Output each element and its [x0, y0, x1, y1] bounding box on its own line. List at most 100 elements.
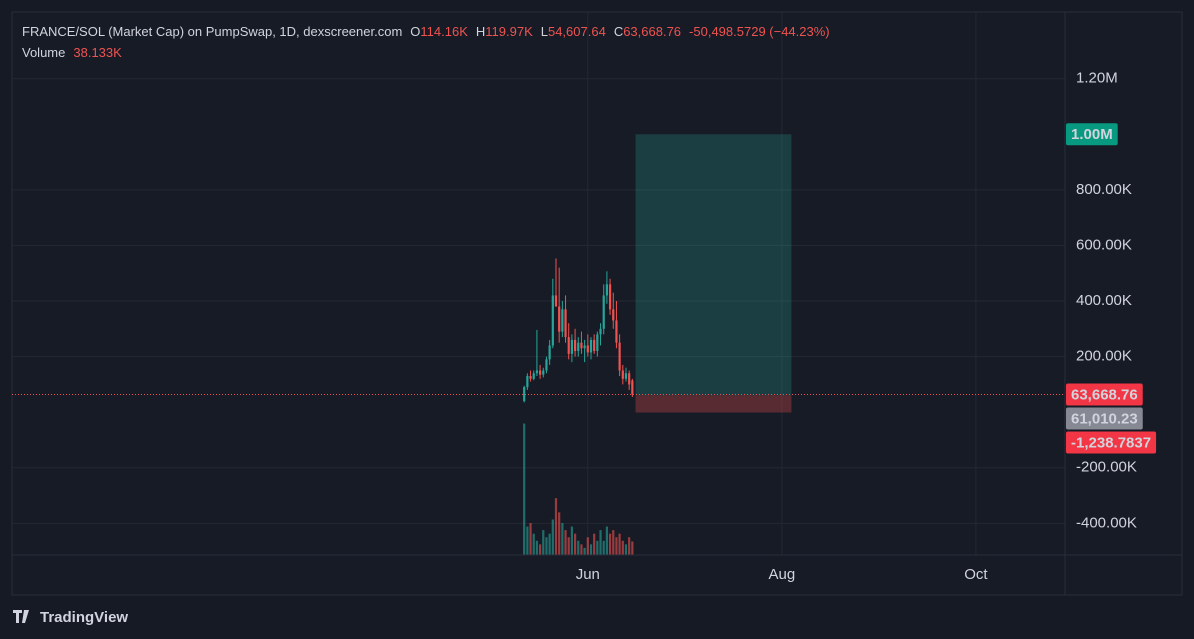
- volume-bar: [593, 533, 596, 555]
- legend-change: -50,498.5729 (−44.23%): [689, 24, 830, 39]
- volume-legend: Volume 38.133K: [22, 45, 122, 60]
- candle-body: [599, 328, 602, 335]
- y-tick-label: 600.00K: [1076, 236, 1132, 253]
- logo: TradingView: [13, 609, 128, 626]
- legend-value: 119.97K: [485, 24, 533, 39]
- volume-bar: [551, 519, 554, 555]
- candle-body: [624, 373, 628, 379]
- volume-bar: [599, 530, 602, 555]
- price-badge: -1,238.7837: [1066, 431, 1157, 454]
- chart-frame: [11, 11, 1183, 596]
- candle-body: [602, 295, 605, 329]
- x-tick-label: Aug: [769, 566, 796, 583]
- candle-body: [535, 370, 539, 374]
- candle-body: [608, 284, 612, 310]
- volume-bar: [542, 530, 545, 555]
- candle-body: [580, 342, 583, 349]
- y-tick-label: 400.00K: [1076, 292, 1132, 309]
- legend-value: 114.16K: [420, 24, 468, 39]
- volume-bar: [554, 498, 558, 555]
- volume-bar: [596, 540, 599, 555]
- candle-body: [628, 373, 631, 385]
- candle-body: [593, 339, 596, 352]
- y-tick-label: -200.00K: [1076, 459, 1137, 476]
- legend-key: H: [476, 24, 485, 39]
- candle-body: [567, 337, 570, 354]
- price-badge-box: [1066, 431, 1157, 454]
- price-badge-label: 61,010.23: [1071, 410, 1138, 427]
- volume-bar: [558, 512, 561, 555]
- legend-key: O: [410, 24, 420, 39]
- volume-bar: [567, 537, 570, 555]
- legend-key: C: [614, 24, 623, 39]
- candle-body: [605, 284, 608, 296]
- candle-body: [573, 339, 577, 352]
- volume-bar: [538, 544, 542, 555]
- brand: TradingView: [40, 609, 128, 626]
- candle-body: [583, 345, 586, 349]
- volume-bar: [583, 547, 586, 555]
- volume-bar: [621, 540, 624, 555]
- candle-body: [561, 309, 564, 332]
- candle-body: [570, 339, 574, 354]
- volume-bar: [523, 423, 526, 555]
- price-badge-label: 63,668.76: [1071, 386, 1138, 403]
- x-tick-label: Jun: [576, 566, 600, 583]
- chart-title: FRANCE/SOL (Market Cap) on PumpSwap, 1D,…: [22, 24, 402, 39]
- price-badge: 63,668.76: [1066, 383, 1143, 406]
- legend-value: 63,668.76: [623, 24, 681, 39]
- volume-bar: [624, 544, 628, 555]
- y-tick-label: -400.00K: [1076, 514, 1137, 531]
- candle-body: [545, 359, 548, 371]
- candle-body: [589, 339, 593, 353]
- volume-bar: [631, 541, 634, 555]
- volume-bar: [586, 537, 589, 555]
- price-badge-box: [1066, 383, 1143, 406]
- volume-bar: [561, 523, 564, 555]
- volume-bar: [612, 530, 615, 555]
- volume-bar: [577, 540, 580, 555]
- volume-bar: [564, 530, 567, 555]
- volume-bar: [602, 540, 605, 555]
- volume-bar: [618, 533, 621, 555]
- legend-value: 54,607.64: [548, 24, 606, 39]
- price-badge-box: [1066, 407, 1143, 430]
- volume-bar: [573, 533, 577, 555]
- legend-key: L: [541, 24, 548, 39]
- candle-body: [523, 387, 526, 402]
- volume-bar: [589, 544, 593, 555]
- volume-bar: [545, 537, 548, 555]
- volume-bar: [535, 540, 539, 555]
- volume-bar: [605, 526, 608, 555]
- volume-bar: [532, 533, 535, 555]
- stop-zone: [635, 395, 792, 413]
- price-badge-box: [1066, 123, 1118, 146]
- candle-body: [526, 376, 529, 388]
- price-badge: 1.00M: [1066, 123, 1118, 146]
- candle-body: [596, 334, 599, 352]
- candle-body: [529, 376, 532, 379]
- y-tick-label: 800.00K: [1076, 181, 1132, 198]
- candle-body: [558, 306, 561, 332]
- price-badge-label: -1,238.7837: [1071, 434, 1151, 451]
- legend-line: FRANCE/SOL (Market Cap) on PumpSwap, 1D,…: [22, 24, 830, 39]
- candle-body: [615, 320, 618, 343]
- y-tick-label: 200.00K: [1076, 348, 1132, 365]
- volume-bar: [628, 537, 631, 555]
- candle-body: [612, 309, 615, 321]
- volume-bar: [548, 533, 551, 555]
- candle-body: [532, 373, 535, 379]
- candle-body: [577, 342, 580, 352]
- volume-bar: [580, 544, 583, 555]
- candle-body: [621, 370, 624, 379]
- volume-bar: [608, 533, 612, 555]
- legend-value: 38.133K: [73, 45, 122, 60]
- price-badge: 61,010.23: [1066, 407, 1143, 430]
- volume-bar: [615, 537, 618, 555]
- volume-bar: [526, 526, 529, 555]
- y-tick-label: 1.20M: [1076, 70, 1118, 87]
- x-tick-label: Oct: [964, 566, 988, 583]
- candle-body: [542, 370, 545, 375]
